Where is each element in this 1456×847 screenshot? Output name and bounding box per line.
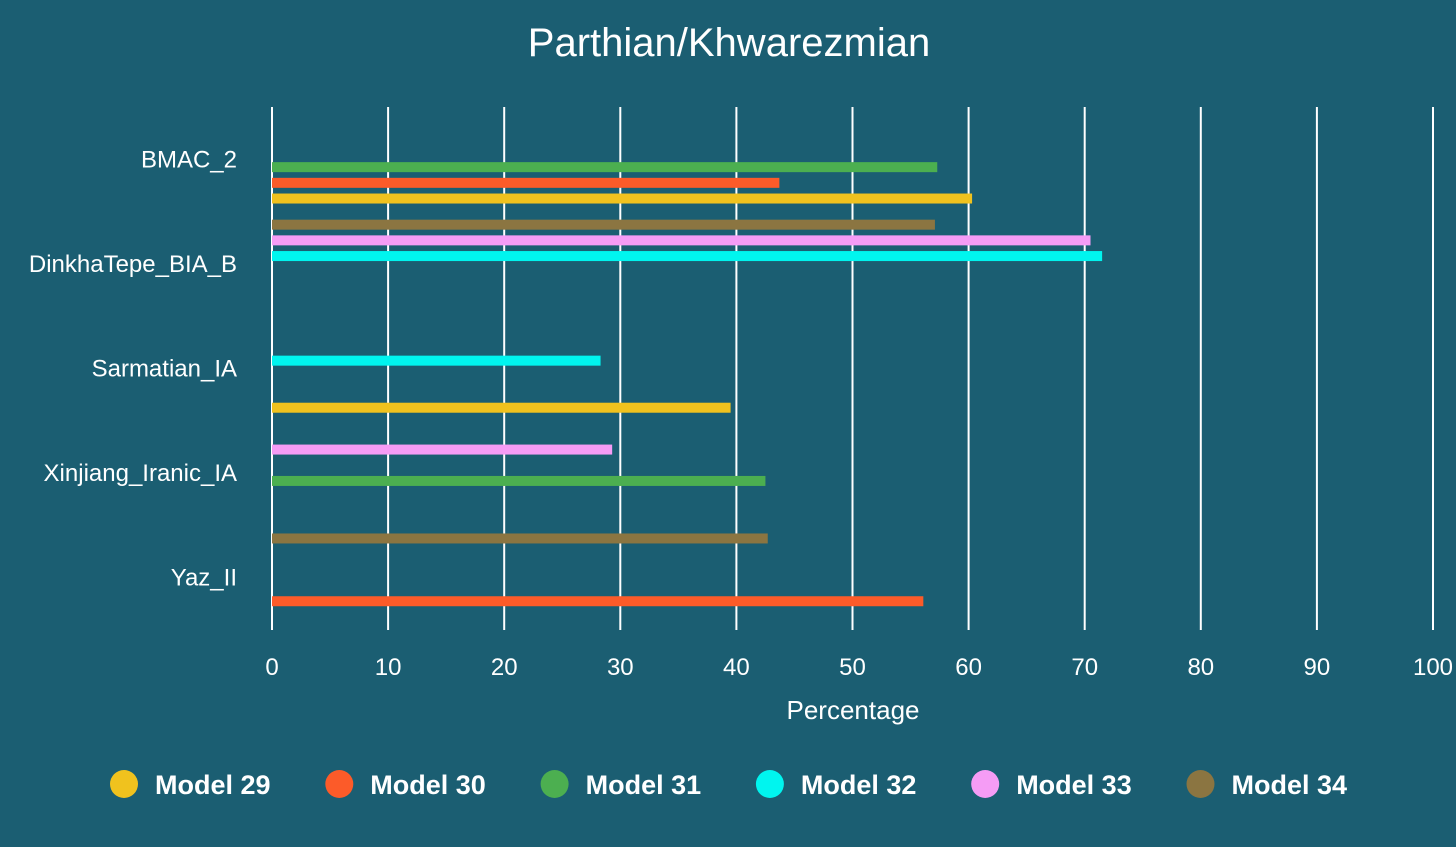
legend-label-model-34: Model 34 xyxy=(1232,770,1348,800)
legend-label-model-33: Model 33 xyxy=(1016,770,1132,800)
x-tick-label-80: 80 xyxy=(1187,654,1214,681)
bar-dinkhatepe-bia-b-model-33 xyxy=(272,235,1091,246)
legend-label-model-30: Model 30 xyxy=(370,770,486,800)
bar-bmac-2-model-29 xyxy=(272,193,973,204)
legend-swatch-model-33 xyxy=(971,770,1000,798)
x-tick-label-0: 0 xyxy=(265,654,278,681)
bar-dinkhatepe-bia-b-model-32 xyxy=(272,251,1103,262)
bar-yaz-ii-model-34 xyxy=(272,533,768,544)
legend-swatch-model-34 xyxy=(1186,770,1215,798)
legend-label-model-31: Model 31 xyxy=(586,770,702,800)
x-tick-label-30: 30 xyxy=(607,654,634,681)
bars xyxy=(272,162,1103,607)
x-tick-label-60: 60 xyxy=(955,654,982,681)
y-category-label-bmac-2: BMAC_2 xyxy=(141,146,237,173)
chart-title: Parthian/Khwarezmian xyxy=(528,21,930,65)
legend-item-model-30: Model 30 xyxy=(325,770,486,800)
bar-bmac-2-model-30 xyxy=(272,177,780,188)
x-tick-label-10: 10 xyxy=(375,654,402,681)
y-category-label-dinkhatepe-bia-b: DinkhaTepe_BIA_B xyxy=(29,251,237,278)
bar-dinkhatepe-bia-b-model-34 xyxy=(272,219,935,230)
x-axis-title: Percentage xyxy=(787,695,920,725)
x-tick-label-50: 50 xyxy=(839,654,866,681)
y-axis-categories: BMAC_2 DinkhaTepe_BIA_B Sarmatian_IA Xinjia… xyxy=(29,146,237,591)
bar-sarmatian-ia-model-32 xyxy=(272,355,601,366)
legend-swatch-model-30 xyxy=(325,770,354,798)
bar-sarmatian-ia-model-29 xyxy=(272,402,731,413)
legend-swatch-model-29 xyxy=(110,770,138,798)
y-category-label-xinjiang-iranic-ia: Xinjiang_Iranic_IA xyxy=(44,460,237,487)
x-axis-ticks: 0 10 20 30 40 50 60 70 80 90 100 xyxy=(265,654,1453,681)
legend-swatch-model-31 xyxy=(540,770,569,798)
legend-item-model-31: Model 31 xyxy=(540,770,702,800)
x-tick-label-40: 40 xyxy=(723,654,750,681)
bar-xinjiang-iranic-ia-model-33 xyxy=(272,444,613,455)
x-tick-label-70: 70 xyxy=(1071,654,1098,681)
legend-label-model-32: Model 32 xyxy=(801,770,917,800)
legend-item-model-33: Model 33 xyxy=(971,770,1132,800)
legend-item-model-34: Model 34 xyxy=(1186,770,1348,800)
y-category-label-yaz-ii: Yaz_II xyxy=(171,565,237,592)
bar-yaz-ii-model-30 xyxy=(272,596,924,607)
legend-label-model-29: Model 29 xyxy=(155,770,271,800)
legend-swatch-model-32 xyxy=(755,770,784,798)
x-tick-label-90: 90 xyxy=(1304,654,1331,681)
x-tick-label-100: 100 xyxy=(1413,654,1453,681)
x-tick-label-20: 20 xyxy=(491,654,518,681)
legend-item-model-29: Model 29 xyxy=(110,770,271,800)
legend-item-model-32: Model 32 xyxy=(755,770,917,800)
bar-xinjiang-iranic-ia-model-31 xyxy=(272,475,766,486)
y-category-label-sarmatian-ia: Sarmatian_IA xyxy=(92,356,237,383)
legend: Model 29 Model 30 Model 31 Model 32 Model 33… xyxy=(110,770,1347,800)
bar-bmac-2-model-31 xyxy=(272,162,938,173)
